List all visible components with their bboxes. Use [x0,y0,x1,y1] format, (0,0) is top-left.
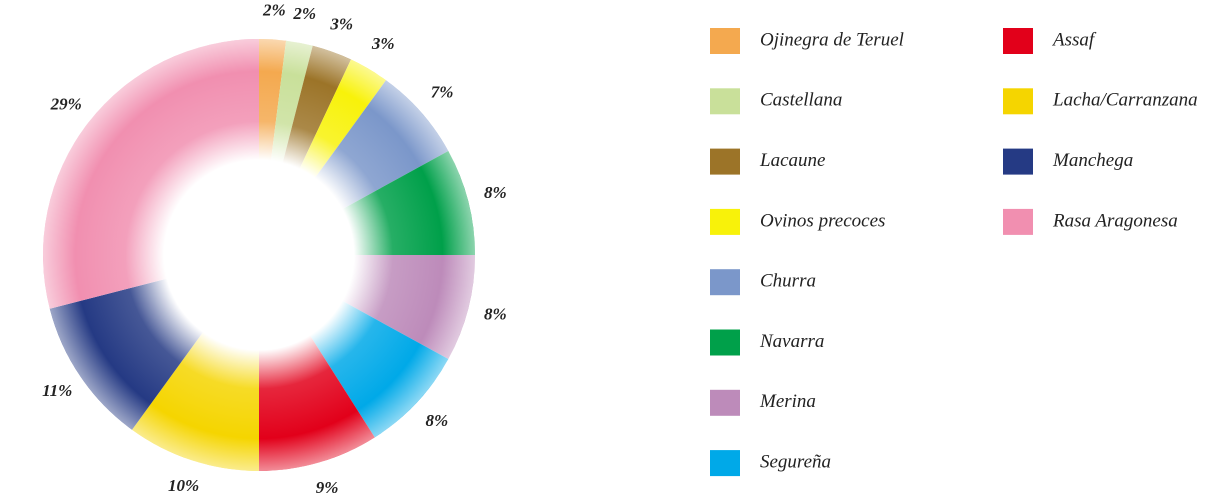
legend-label: Assaf [1051,29,1097,50]
slice-label: 10% [168,476,199,493]
slice-label: 7% [431,83,454,102]
legend-swatch [710,148,740,175]
slice-label: 29% [50,94,82,113]
legend-swatch [710,208,740,235]
legend-swatch [1003,88,1033,115]
legend-label: Castellana [760,90,842,111]
legend-label: Ovinos precoces [760,210,885,231]
slice-label: 2% [262,0,286,19]
slice-label: 9% [316,478,339,493]
slice-label: 8% [484,183,507,202]
slice-label: 8% [426,411,449,430]
slice-label: 8% [484,305,507,324]
legend-label: Segureña [760,451,831,472]
slice-label: 3% [371,34,395,53]
slice-label: 11% [42,381,72,400]
legend-label: Rasa Aragonesa [1052,210,1178,231]
legend-swatch [710,389,740,416]
donut-hole [164,160,354,350]
slice-label: 3% [329,14,353,33]
legend-swatch [710,28,740,54]
legend-swatch [710,88,740,115]
legend-label: Churra [760,271,816,292]
legend-label: Lacha/Carranzana [1052,90,1198,111]
legend-swatch [710,450,740,477]
legend-swatch [710,269,740,296]
legend-label: Lacaune [759,150,825,171]
legend-swatch [1003,28,1033,54]
legend-label: Navarra [759,331,824,352]
legend-label: Merina [759,391,816,412]
slice-label: 2% [292,4,316,23]
legend-swatch [1003,208,1033,235]
legend-label: Ojinegra de Teruel [760,29,904,50]
legend-label: Manchega [1052,150,1133,171]
legend-swatch [1003,148,1033,175]
legend-swatch [710,329,740,356]
